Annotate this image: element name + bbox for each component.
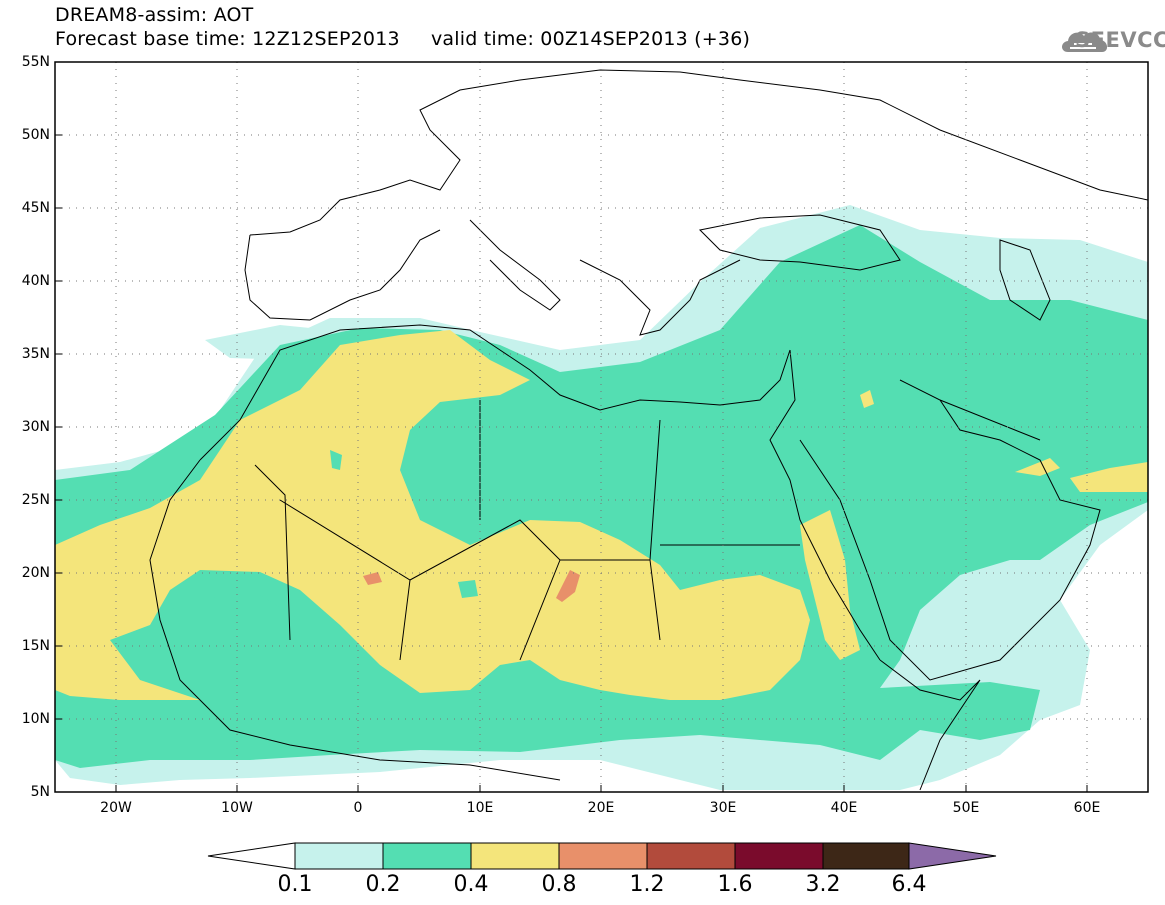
colorbar-swatch	[822, 842, 910, 870]
tick-marks	[55, 61, 1088, 792]
colorbar-swatch	[470, 842, 560, 870]
colorbar-label: 3.2	[805, 872, 841, 897]
aot-band-0.2	[330, 450, 342, 470]
aot-band-0.4	[1070, 462, 1148, 492]
coastline-black-sea	[698, 214, 901, 271]
lat-label: 35N	[21, 346, 50, 362]
coastlines	[149, 69, 1148, 791]
aot-band-0.2	[780, 325, 900, 395]
coastline-iberia	[244, 229, 441, 321]
coastline-horn	[879, 659, 981, 791]
coastline-italy	[469, 219, 561, 311]
lat-label: 20N	[21, 565, 50, 581]
aot-band-0.4	[800, 510, 860, 660]
aot-band-0.4	[1015, 458, 1060, 476]
colorbar-label: 6.4	[891, 872, 927, 897]
lat-label: 5N	[30, 784, 50, 800]
coastline-north-africa	[199, 324, 791, 461]
colorbar-swatch	[558, 842, 648, 870]
coastline-caspian	[999, 239, 1051, 321]
colorbar-label: 0.1	[277, 872, 313, 897]
aot-band-0.4	[55, 330, 810, 700]
map-subtitle: Forecast base time: 12Z12SEP2013 valid t…	[55, 28, 751, 50]
logo-text: SEEVCCC	[1075, 28, 1165, 52]
lon-label: 10W	[221, 800, 253, 816]
lon-label: 0	[353, 800, 363, 816]
colorbar-label: 0.2	[365, 872, 401, 897]
lat-label: 50N	[21, 127, 50, 143]
lon-label: 10E	[466, 800, 494, 816]
colorbar-swatch	[646, 842, 736, 870]
lon-label: 50E	[952, 800, 980, 816]
lat-label: 15N	[21, 638, 50, 654]
lon-label: 20W	[100, 800, 132, 816]
coastline-levant	[769, 349, 881, 661]
lon-label: 40E	[830, 800, 858, 816]
lat-label: 10N	[21, 711, 50, 727]
colorbar-label: 0.4	[453, 872, 489, 897]
colorbar-low-arrow	[207, 842, 296, 870]
colorbar-label: 0.8	[541, 872, 577, 897]
colorbar	[207, 842, 997, 870]
colorbar-high-arrow	[908, 842, 997, 870]
colorbar-swatch	[734, 842, 824, 870]
aot-band-0.2	[170, 595, 330, 665]
coastline-west-africa	[149, 459, 561, 781]
aot-band-0.4	[860, 390, 874, 408]
lon-label: 20E	[587, 800, 615, 816]
colorbar-swatch	[294, 842, 384, 870]
coastline-arabia	[799, 379, 1101, 681]
lat-label: 55N	[21, 54, 50, 70]
lat-label: 30N	[21, 419, 50, 435]
border-lines	[254, 399, 1041, 661]
lon-label: 30E	[709, 800, 737, 816]
lat-label: 25N	[21, 492, 50, 508]
lat-label: 40N	[21, 273, 50, 289]
colorbar-label: 1.6	[717, 872, 753, 897]
coastline-europe	[249, 69, 1148, 236]
cloud-icon	[1062, 32, 1108, 52]
lat-label: 45N	[21, 200, 50, 216]
lon-label: 60E	[1073, 800, 1101, 816]
map-title: DREAM8-assim: AOT	[55, 4, 254, 26]
aot-band-0.8	[556, 570, 580, 602]
colorbar-label: 1.2	[629, 872, 665, 897]
aot-band-0.2	[458, 580, 478, 598]
coastline-greece	[579, 259, 741, 336]
aot-band-0.8	[363, 572, 382, 585]
colorbar-swatch	[382, 842, 472, 870]
grid	[55, 62, 1148, 792]
